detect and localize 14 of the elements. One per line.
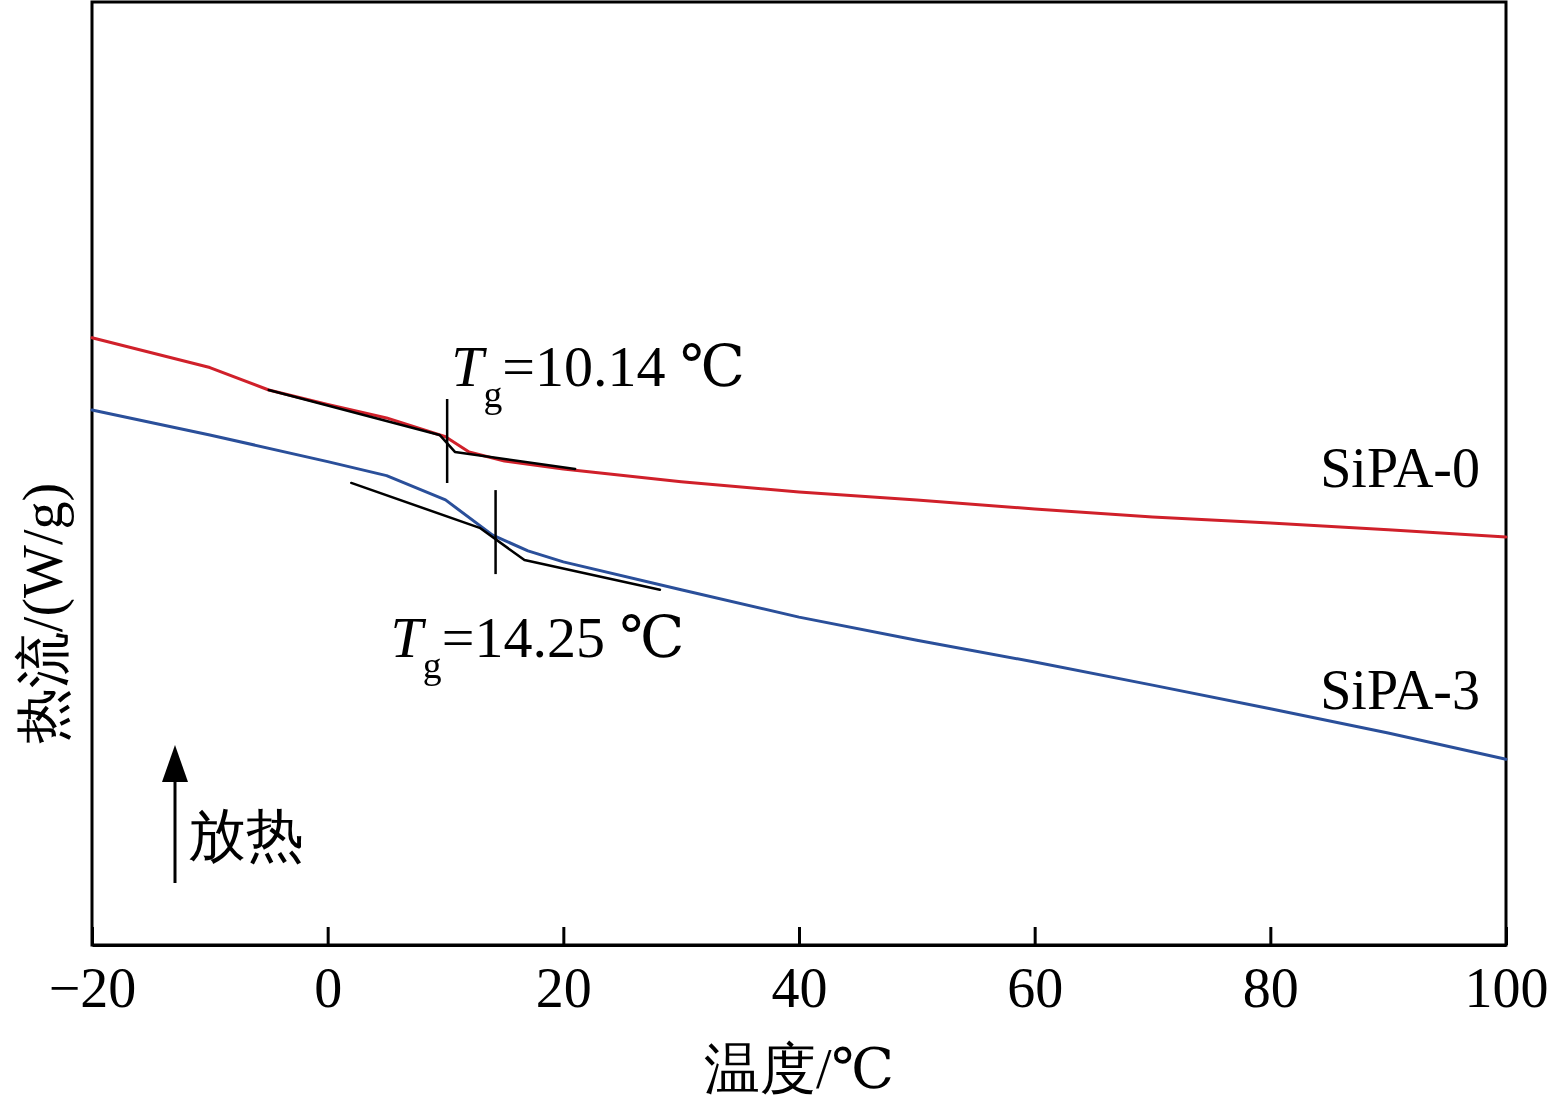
series-label: SiPA-3 — [1320, 659, 1480, 722]
series-label: SiPA-0 — [1320, 436, 1480, 499]
x-tick-label: 0 — [314, 956, 343, 1019]
x-tick-label: 100 — [1464, 956, 1549, 1019]
x-tick-label: 20 — [535, 956, 592, 1019]
annotation: T$_{g}$=14.25 ℃ — [390, 605, 685, 687]
annotation: 放热 — [188, 803, 304, 868]
y-axis-title: 热流/(W/g) — [12, 482, 75, 745]
x-tick-label: 60 — [1007, 956, 1064, 1019]
annotation: T$_{g}$=10.14 ℃ — [451, 334, 745, 416]
x-tick-label: −20 — [48, 956, 137, 1019]
x-tick-label: 80 — [1242, 956, 1299, 1019]
x-axis-title: 温度/℃ — [703, 1038, 895, 1095]
x-tick-label: 40 — [771, 956, 828, 1019]
